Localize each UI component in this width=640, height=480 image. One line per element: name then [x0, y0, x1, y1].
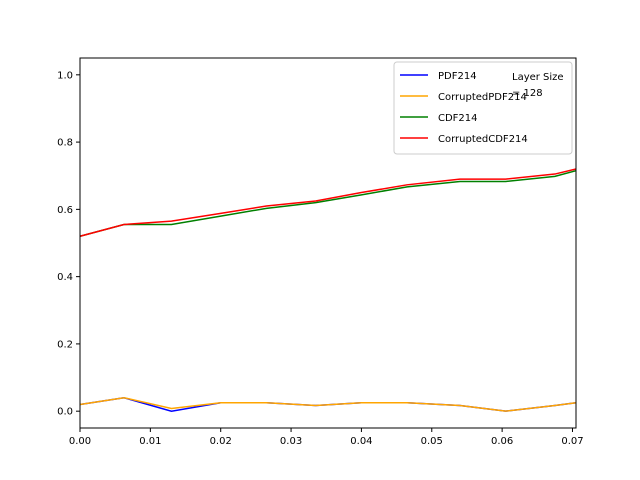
axes-layer: 0.00 0.01 0.02 0.03 0.04 0.05 0.06 0.07 0.0 0.2 0.…: [57, 70, 584, 447]
annotation-line-2: = 128: [512, 88, 543, 99]
legend-label: PDF214: [438, 71, 477, 82]
series-line-cdf214: [79, 169, 577, 237]
y-tick-label: 1.0: [57, 70, 73, 81]
series-line-corruptedpdf214: [79, 396, 577, 412]
x-tick-label: 0.02: [210, 436, 232, 447]
y-tick-label: 0.6: [57, 205, 73, 216]
x-tick-label: 0.05: [421, 436, 443, 447]
legend-label: CorruptedCDF214: [438, 134, 528, 145]
y-tick-label: 0.2: [57, 339, 73, 350]
series-line-corruptedcdf214: [79, 168, 577, 237]
legend-label: CDF214: [438, 113, 478, 124]
legend-label: CorruptedPDF214: [438, 92, 527, 103]
annotation: Layer Size = 128: [512, 72, 564, 99]
x-tick-label: 0.04: [350, 436, 372, 447]
annotation-line-1: Layer Size: [512, 72, 564, 83]
y-tick-label: 0.4: [57, 272, 73, 283]
plot-frame: [79, 57, 577, 429]
y-tick-label: 0.8: [57, 138, 73, 149]
x-tick-label: 0.07: [561, 436, 583, 447]
series-layer: [79, 168, 577, 412]
y-tick-label: 0.0: [57, 407, 73, 418]
x-tick-label: 0.03: [280, 436, 302, 447]
legend-box: [393, 61, 573, 155]
x-tick-label: 0.01: [139, 436, 161, 447]
x-tick-label: 0.06: [491, 436, 513, 447]
x-tick-label: 0.00: [69, 436, 91, 447]
legend: PDF214 CorruptedPDF214 CDF214 CorruptedCDF2…: [393, 61, 573, 155]
